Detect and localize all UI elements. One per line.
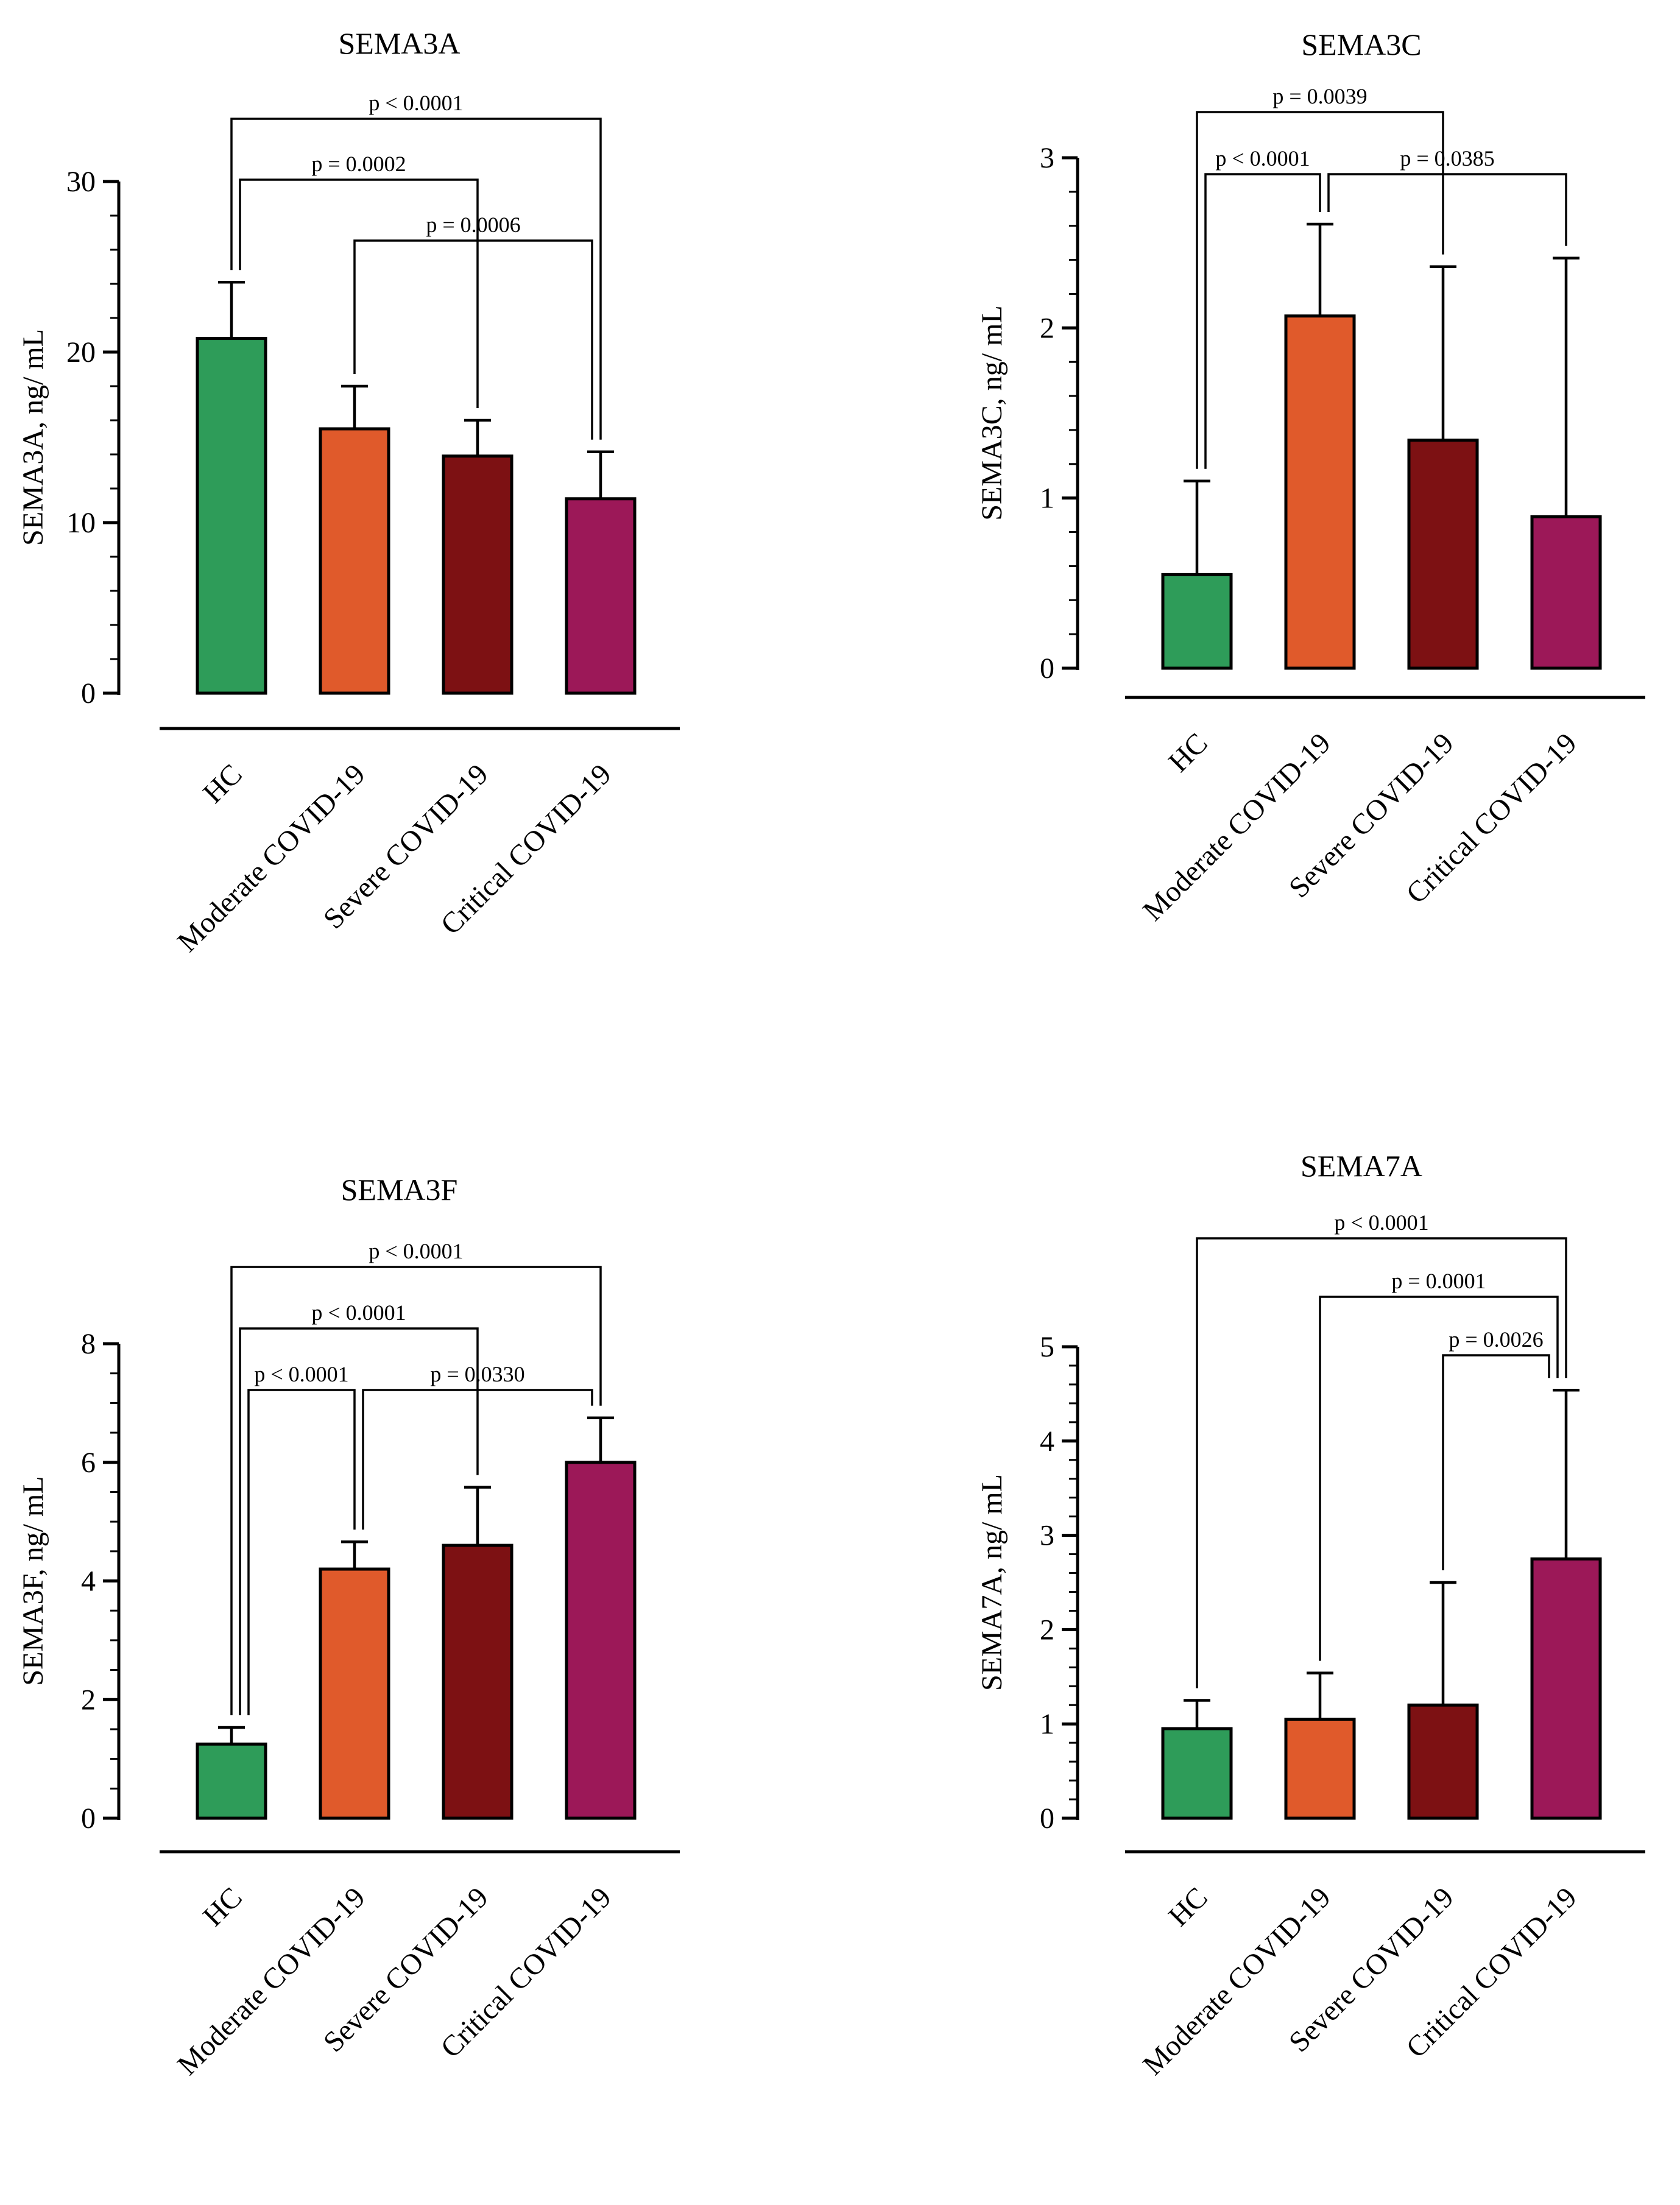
sig-bracket: [239, 1327, 479, 1716]
y-tick-label: 0: [81, 1802, 96, 1835]
y-tick-label: 8: [81, 1328, 96, 1360]
sig-bracket: [230, 1266, 602, 1716]
sig-bracket: [362, 1389, 593, 1530]
y-tick-label: 0: [1040, 1802, 1054, 1835]
y-tick-label: 2: [81, 1684, 96, 1716]
sig-bracket: [1442, 1354, 1550, 1570]
bar-2: [1407, 1703, 1479, 1820]
p-value-label: p = 0.0026: [1449, 1327, 1543, 1352]
y-tick-label: 1: [1040, 482, 1054, 515]
p-value-label: p = 0.0002: [311, 152, 406, 176]
bar-3: [1530, 515, 1602, 670]
bar-0: [1161, 1727, 1233, 1820]
sema7a-title: SEMA7A: [1301, 1149, 1422, 1183]
chart-panel-sema3c: SEMA3C SEMA3C, ng/ mL 0 1 2 3 HC Moderate COVID…: [840, 0, 1680, 1102]
bar-1: [1284, 314, 1356, 670]
bar-0: [196, 1742, 267, 1820]
sema3f-title: SEMA3F: [341, 1173, 458, 1207]
p-value-label: p < 0.0001: [311, 1300, 406, 1325]
sig-bracket: [353, 239, 593, 440]
y-tick-label: 2: [1040, 312, 1054, 344]
bar-2: [442, 1544, 514, 1820]
bar-2: [1407, 439, 1479, 670]
chart-panel-sema7a: SEMA7A SEMA7A, ng/ mL 0 1 2 3 4 5 HC Moderate COV…: [840, 1102, 1680, 2205]
sema3a-title: SEMA3A: [338, 26, 460, 60]
sig-bracket: [230, 118, 602, 440]
p-value-label: p = 0.0006: [426, 213, 520, 237]
p-value-label: p < 0.0001: [1215, 146, 1310, 171]
y-tick-label: 6: [81, 1447, 96, 1479]
sig-bracket: [1327, 173, 1567, 246]
x-category-label-0: HC: [1162, 727, 1214, 778]
bar-0: [1161, 573, 1233, 670]
y-tick-label: 0: [1040, 652, 1054, 685]
y-tick-label: 20: [66, 336, 96, 369]
y-tick-label: 10: [66, 507, 96, 539]
p-value-label: p < 0.0001: [369, 1239, 463, 1263]
y-tick-label: 1: [1040, 1708, 1054, 1740]
sig-bracket: [1204, 173, 1321, 469]
y-tick-label: 0: [81, 677, 96, 710]
bar-3: [565, 497, 637, 695]
sig-bracket: [239, 178, 479, 408]
bar-3: [1530, 1557, 1602, 1820]
bar-0: [196, 337, 267, 695]
bar-1: [319, 1567, 390, 1820]
p-value-label: p = 0.0039: [1272, 84, 1367, 108]
y-tick-label: 3: [1040, 142, 1054, 174]
sema3c-y-axis-label: SEMA3C, ng/ mL: [976, 305, 1008, 520]
sema3f-y-axis-label: SEMA3F, ng/ mL: [17, 1476, 49, 1685]
bar-2: [442, 454, 514, 695]
y-tick-label: 2: [1040, 1614, 1054, 1646]
sema3c-title: SEMA3C: [1301, 27, 1421, 62]
sema7a-y-axis-label: SEMA7A, ng/ mL: [976, 1474, 1008, 1691]
sig-bracket: [1196, 111, 1444, 469]
p-value-label: p < 0.0001: [254, 1362, 348, 1386]
sig-bracket: [1319, 1296, 1559, 1661]
y-tick-label: 5: [1040, 1331, 1054, 1363]
p-value-label: p = 0.0385: [1400, 146, 1494, 171]
sema3a-y-axis-label: SEMA3A, ng/ mL: [17, 329, 49, 546]
p-value-label: p < 0.0001: [369, 91, 463, 115]
bar-1: [319, 427, 390, 695]
chart-panel-sema3a: SEMA3A SEMA3A, ng/ mL 0 10 20 30 HC Moderate CO…: [0, 0, 840, 1102]
x-category-label-0: HC: [197, 1881, 249, 1933]
x-category-label-0: HC: [1162, 1881, 1214, 1933]
bar-1: [1284, 1717, 1356, 1820]
y-tick-label: 30: [66, 166, 96, 198]
sig-bracket: [1196, 1237, 1567, 1688]
y-tick-label: 4: [1040, 1425, 1054, 1458]
p-value-label: p = 0.0001: [1391, 1269, 1486, 1293]
bar-3: [565, 1461, 637, 1820]
y-tick-label: 4: [81, 1565, 96, 1598]
y-tick-label: 3: [1040, 1520, 1054, 1552]
p-value-label: p < 0.0001: [1334, 1210, 1428, 1235]
chart-panel-sema3f: SEMA3F SEMA3F, ng/ mL 0 2 4 6 8 HC Moderate COVI…: [0, 1102, 840, 2205]
sig-bracket: [247, 1389, 356, 1716]
p-value-label: p = 0.0330: [430, 1362, 524, 1386]
x-category-label-0: HC: [197, 758, 249, 810]
